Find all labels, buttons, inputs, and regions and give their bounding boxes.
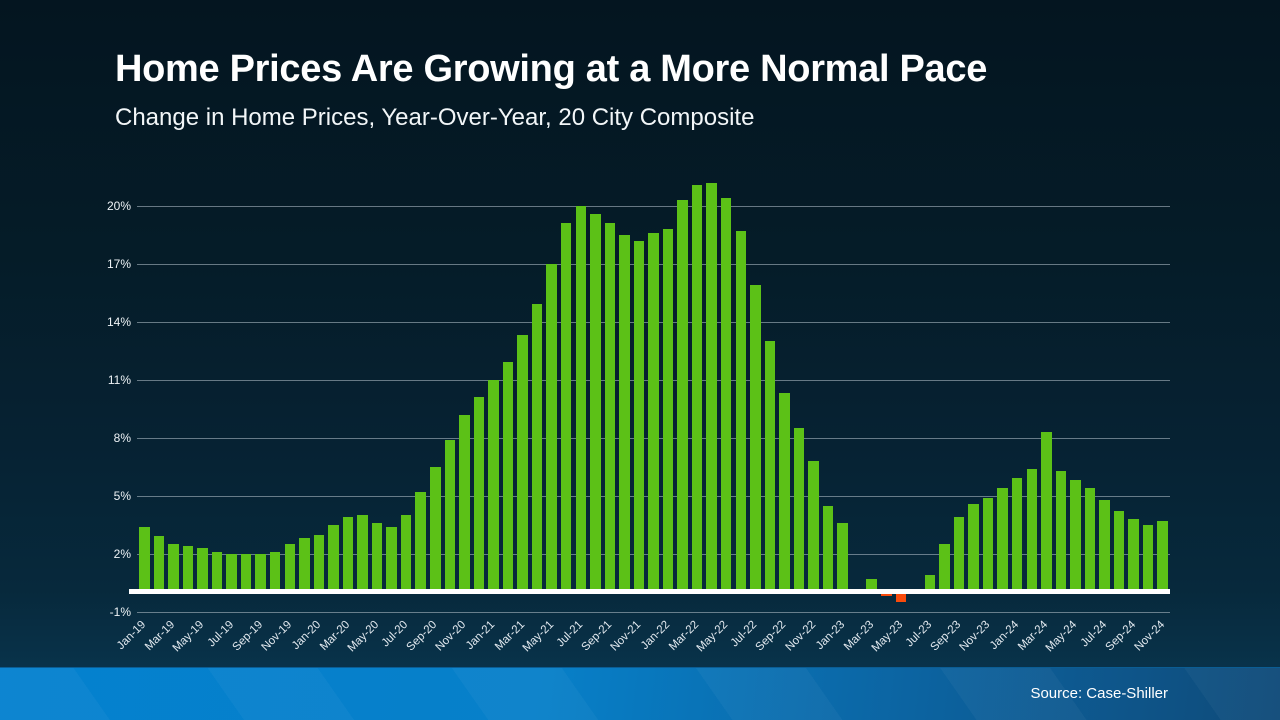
bar-Jul-24	[1099, 499, 1110, 593]
bar-Aug-20	[415, 491, 426, 593]
bar-Jul-23	[924, 575, 936, 593]
bar-Aug-24	[1113, 511, 1125, 593]
bar-Mar-23	[866, 578, 877, 593]
y-tick-label: 5%	[113, 488, 131, 503]
bar-May-21	[546, 263, 557, 593]
bar-May-24	[1070, 480, 1081, 593]
bar-Dec-20	[473, 397, 485, 593]
bar-Oct-21	[619, 234, 630, 593]
bar-Mar-22	[691, 184, 703, 593]
bar-Dec-23	[997, 488, 1008, 593]
bar-Mar-24	[1041, 432, 1052, 593]
bar-Oct-20	[444, 439, 456, 593]
bar-Jul-22	[750, 285, 761, 593]
y-tick-label: 8%	[113, 430, 131, 445]
bar-Jan-22	[662, 229, 674, 593]
bar-Mar-21	[517, 335, 528, 593]
bar-May-19	[197, 548, 208, 593]
bar-Jul-21	[575, 205, 586, 593]
bar-Jun-19	[211, 551, 223, 593]
bar-Nov-20	[459, 414, 470, 593]
y-tick-label: 2%	[113, 546, 131, 561]
gridline	[137, 611, 1170, 613]
bar-Jan-19	[139, 526, 150, 593]
bar-Feb-22	[677, 200, 688, 593]
bar-Jan-21	[488, 379, 499, 593]
bar-May-22	[720, 198, 732, 593]
bar-Mar-20	[342, 517, 354, 593]
bar-Apr-20	[357, 515, 368, 593]
bar-Jun-21	[560, 223, 572, 593]
bar-Nov-23	[982, 497, 994, 593]
bar-Sep-19	[255, 553, 266, 593]
bar-Sep-24	[1128, 519, 1139, 593]
y-tick-label: 14%	[106, 314, 131, 329]
y-tick-label: 20%	[106, 198, 131, 213]
bar-Jan-23	[837, 522, 848, 593]
footer-band: Source: Case-Shiller	[0, 667, 1280, 720]
y-tick-label: 11%	[107, 372, 131, 387]
bar-Nov-22	[808, 461, 819, 593]
bar-Apr-22	[706, 182, 717, 593]
bar-Sep-21	[604, 223, 616, 593]
bar-Jun-22	[735, 231, 747, 593]
bar-Apr-23	[881, 594, 892, 596]
bar-Feb-24	[1026, 468, 1038, 593]
bar-Jul-19	[226, 553, 237, 593]
bar-Nov-24	[1157, 520, 1168, 593]
bar-Jan-24	[1011, 478, 1023, 593]
bar-Oct-22	[793, 428, 805, 593]
bar-May-23	[895, 594, 907, 602]
bar-Nov-19	[284, 544, 296, 593]
bar-Dec-21	[648, 232, 659, 593]
bar-Sep-20	[430, 466, 441, 593]
bar-Feb-21	[502, 362, 514, 593]
source-text: Source: Case-Shiller	[1030, 685, 1168, 702]
chart-title: Home Prices Are Growing at a More Normal…	[115, 48, 988, 90]
bar-Oct-24	[1142, 524, 1154, 593]
bar-Dec-22	[822, 505, 834, 593]
bar-chart: -1% 2% 5% 8% 11% 14% 17% 20% Jan-19 Mar-19 May-19 J…	[107, 175, 1170, 654]
bar-Apr-19	[182, 546, 194, 593]
gridline	[137, 205, 1170, 207]
bar-Jul-20	[400, 515, 412, 593]
chart-subtitle: Change in Home Prices, Year-Over-Year, 2…	[115, 104, 755, 131]
bar-Feb-19	[153, 536, 165, 593]
y-tick-label: 17%	[106, 256, 131, 271]
zero-baseline	[129, 588, 1170, 594]
y-tick-label: -1%	[109, 604, 131, 619]
bar-Apr-24	[1055, 470, 1067, 593]
bar-Sep-22	[779, 393, 790, 593]
bar-Mar-19	[168, 544, 179, 593]
bar-Jun-20	[386, 526, 397, 593]
bar-May-20	[371, 522, 383, 593]
bar-Feb-20	[328, 524, 339, 593]
bar-Aug-19	[240, 553, 252, 593]
bar-Jan-20	[313, 534, 325, 593]
bar-Aug-22	[764, 341, 776, 593]
bar-Oct-19	[269, 551, 281, 593]
bar-Sep-23	[953, 517, 965, 593]
bar-Oct-23	[968, 503, 979, 593]
bar-Apr-21	[531, 304, 543, 593]
bar-Aug-23	[939, 544, 950, 593]
bar-Dec-19	[299, 538, 310, 593]
bar-Aug-21	[590, 213, 601, 593]
bar-Jun-24	[1084, 488, 1096, 593]
bar-Nov-21	[633, 240, 645, 593]
